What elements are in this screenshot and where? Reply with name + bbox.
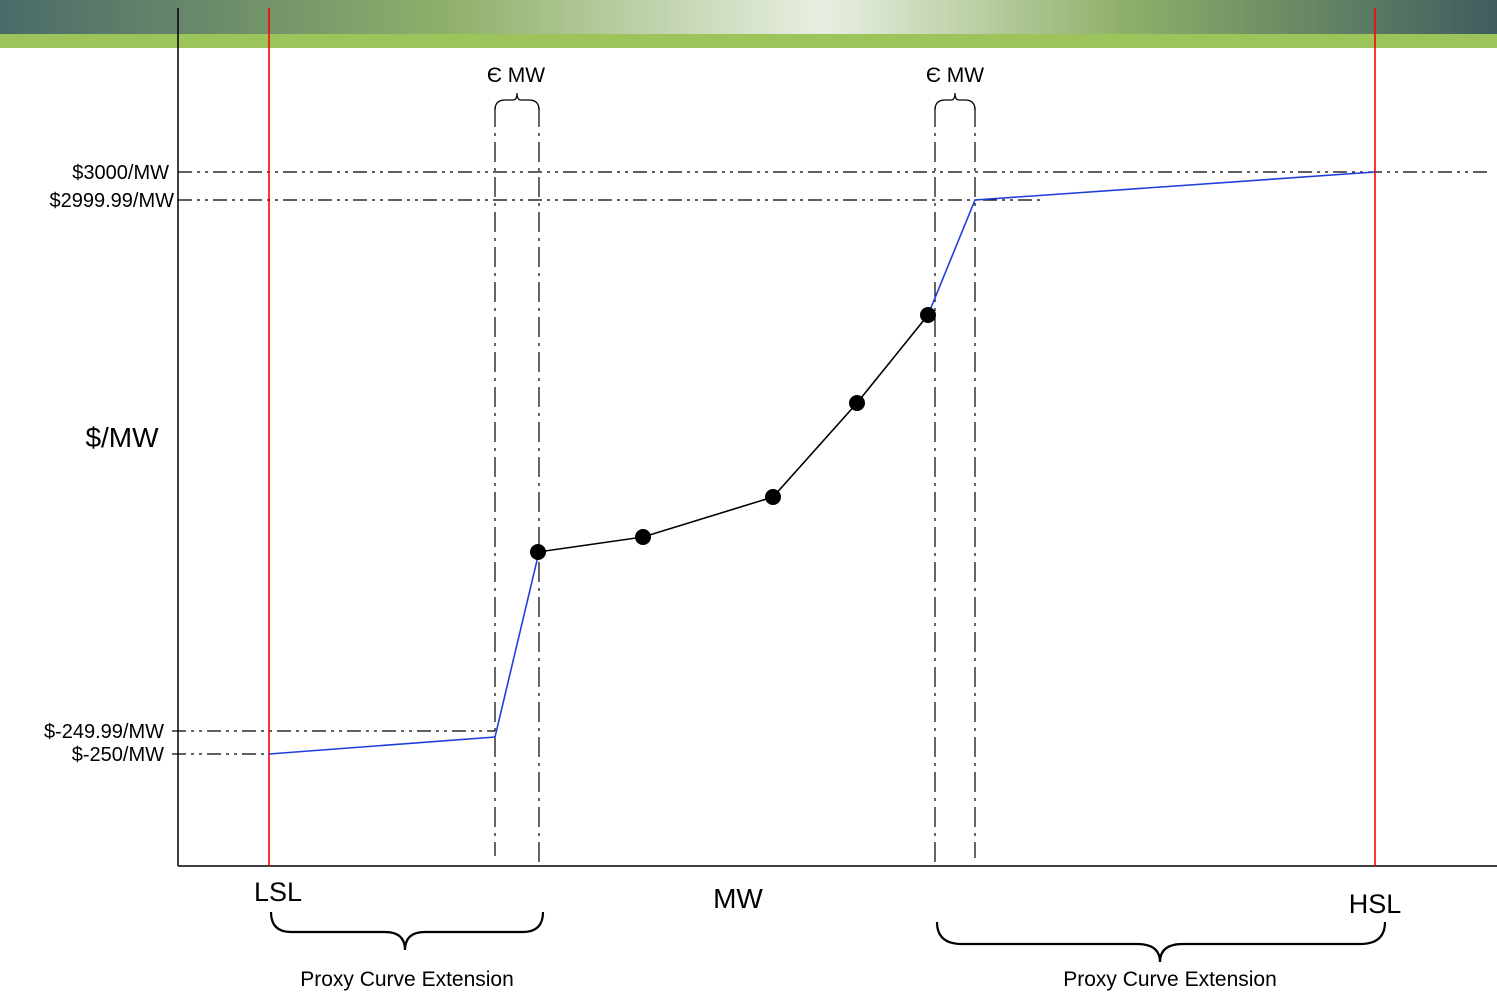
offer-curve [537, 314, 929, 553]
price-label-neg249: $-249.99/MW [44, 721, 164, 743]
eps-brace-left [494, 92, 540, 111]
price-label-neg250: $-250/MW [72, 744, 164, 766]
header-banner [0, 0, 1497, 48]
price-label-2999: $2999.99/MW [49, 190, 174, 212]
proxy-segment-high [927, 171, 1376, 316]
x-axis-label: MW [713, 883, 763, 914]
proxy-segment-low [268, 551, 540, 755]
eps-brace-right [934, 92, 976, 111]
y-axis-label: $/MW [85, 422, 159, 453]
epsilon-label-left: Є MW [487, 64, 545, 87]
extension-brace-right [935, 921, 1387, 963]
offer-point [530, 544, 546, 560]
offer-point [765, 489, 781, 505]
offer-point [849, 395, 865, 411]
extension-label-right: Proxy Curve Extension [1063, 968, 1277, 991]
hsl-label: HSL [1349, 889, 1402, 919]
offer-point [920, 307, 936, 323]
epsilon-label-right: Є MW [926, 64, 984, 87]
extension-brace-left [269, 911, 545, 951]
price-label-3000: $3000/MW [72, 162, 169, 184]
lsl-label: LSL [254, 877, 302, 907]
extension-label-left: Proxy Curve Extension [300, 968, 514, 991]
offer-point [635, 529, 651, 545]
